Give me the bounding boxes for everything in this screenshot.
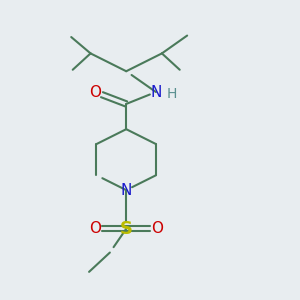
Text: N: N [121,183,132,198]
Text: N: N [150,85,162,100]
Text: O: O [89,85,101,100]
Text: O: O [152,221,164,236]
Text: S: S [120,220,133,238]
Text: H: H [167,86,178,100]
Text: O: O [89,221,101,236]
